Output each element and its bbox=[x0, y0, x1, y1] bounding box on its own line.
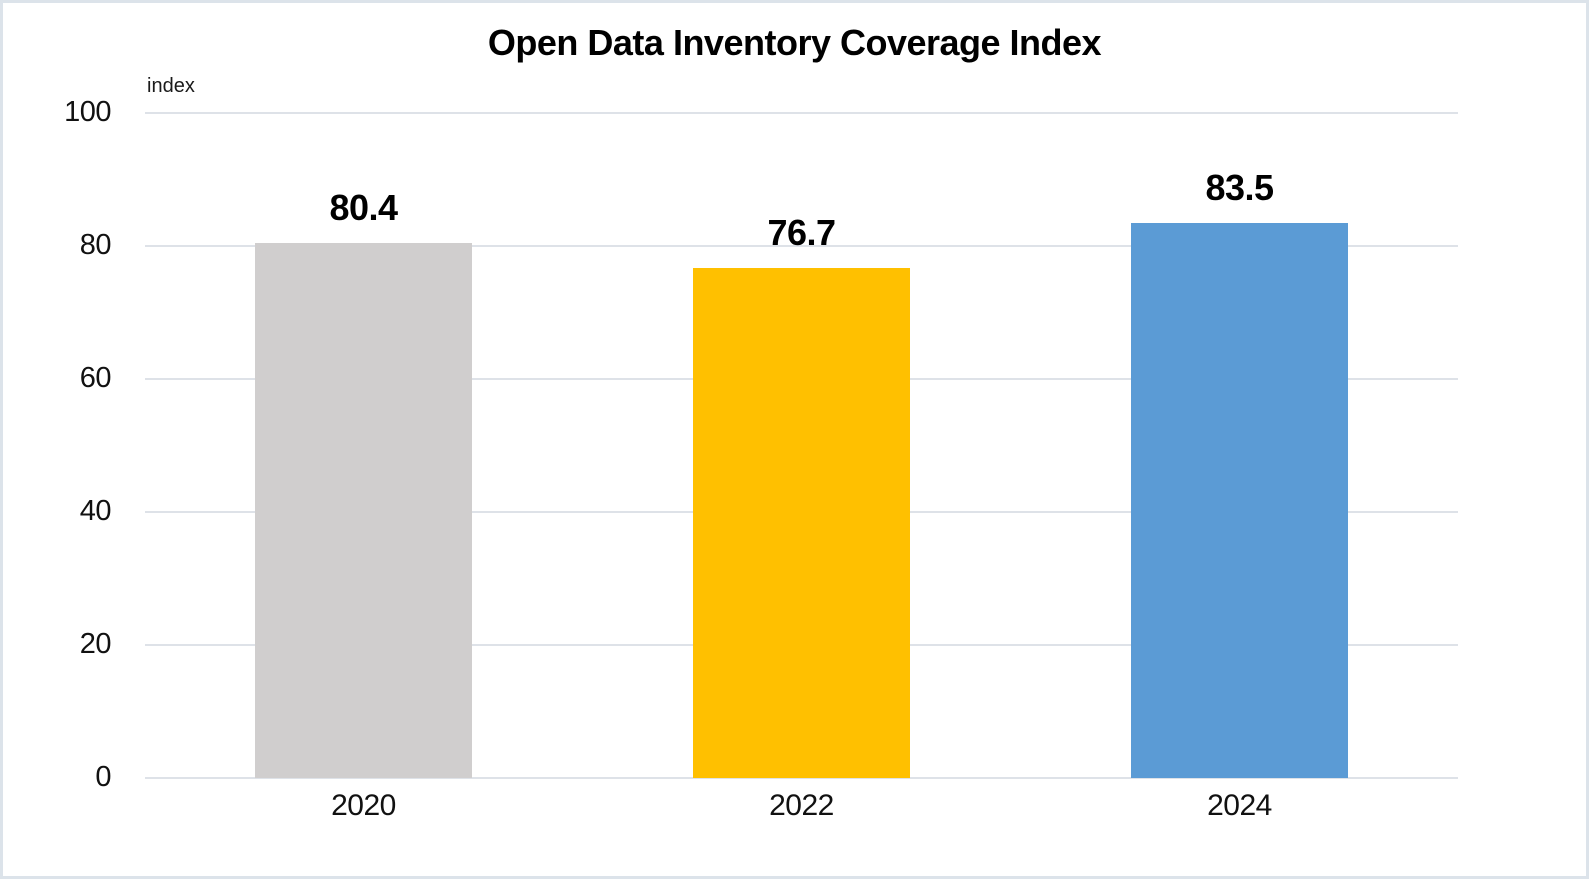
y-tick-label: 20 bbox=[79, 627, 112, 660]
bar-value-label: 83.5 bbox=[1205, 166, 1274, 208]
x-axis-tick-label: 2020 bbox=[331, 789, 396, 822]
x-axis-tick-label: 2022 bbox=[769, 789, 834, 822]
y-tick-label: 100 bbox=[64, 95, 111, 128]
bar-value-label: 76.7 bbox=[767, 211, 836, 253]
gridline bbox=[145, 777, 1458, 779]
bar-group-2024: 83.5 2024 bbox=[1131, 113, 1348, 821]
gridline bbox=[145, 112, 1458, 114]
y-axis-unit-label: index bbox=[147, 75, 195, 97]
y-tick-label: 40 bbox=[79, 494, 112, 527]
y-tick-label: 0 bbox=[95, 760, 111, 793]
x-axis-tick-label: 2024 bbox=[1207, 789, 1272, 822]
y-tick-label: 80 bbox=[79, 228, 112, 261]
bar-group-2020: 80.4 2020 bbox=[255, 113, 472, 821]
bar-group-2022: 76.7 2022 bbox=[693, 113, 910, 821]
bar-2020 bbox=[255, 243, 472, 778]
plot-area: 80.4 2020 76.7 2022 83.5 2024 bbox=[145, 112, 1458, 821]
y-axis-tick-labels: 0 20 40 60 80 100 bbox=[3, 96, 112, 793]
y-tick-label: 60 bbox=[79, 361, 112, 394]
gridline bbox=[145, 245, 1458, 247]
bar-2024 bbox=[1131, 222, 1348, 778]
bar-2022 bbox=[693, 267, 910, 778]
bar-value-label: 80.4 bbox=[329, 187, 398, 229]
chart-title: Open Data Inventory Coverage Index bbox=[487, 22, 1102, 63]
